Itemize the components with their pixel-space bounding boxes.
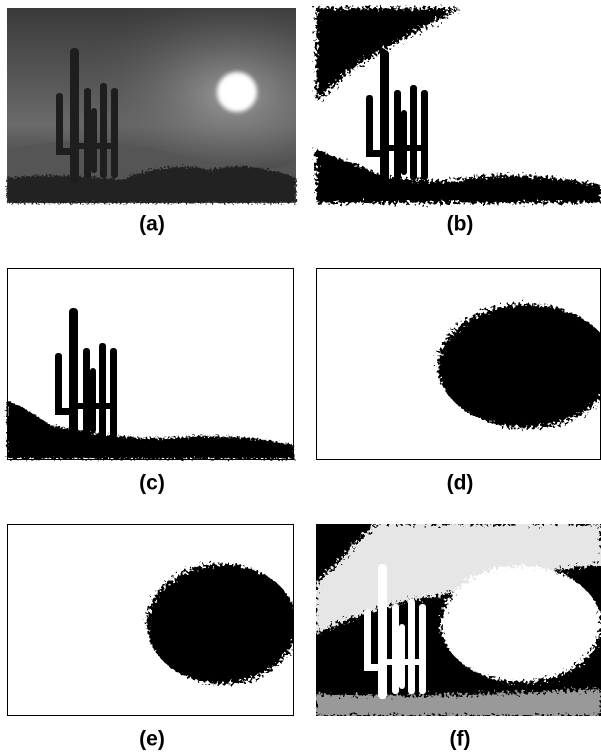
clip	[147, 564, 297, 684]
panel-b	[316, 8, 601, 203]
panel-d	[317, 269, 601, 460]
clip	[316, 524, 601, 716]
panel-label: (e)	[139, 728, 165, 751]
panel-c	[7, 269, 294, 460]
panel-label: (c)	[139, 472, 165, 495]
panel-label: (d)	[447, 472, 474, 495]
panel-label: (b)	[447, 213, 474, 236]
panel-label: (a)	[139, 213, 165, 236]
panel-label: (f)	[450, 728, 471, 751]
panel-e	[8, 525, 298, 716]
panel-f	[316, 524, 601, 716]
figure: (a) (b) (c) (d) (e)	[0, 0, 601, 755]
panel-a	[7, 8, 296, 203]
